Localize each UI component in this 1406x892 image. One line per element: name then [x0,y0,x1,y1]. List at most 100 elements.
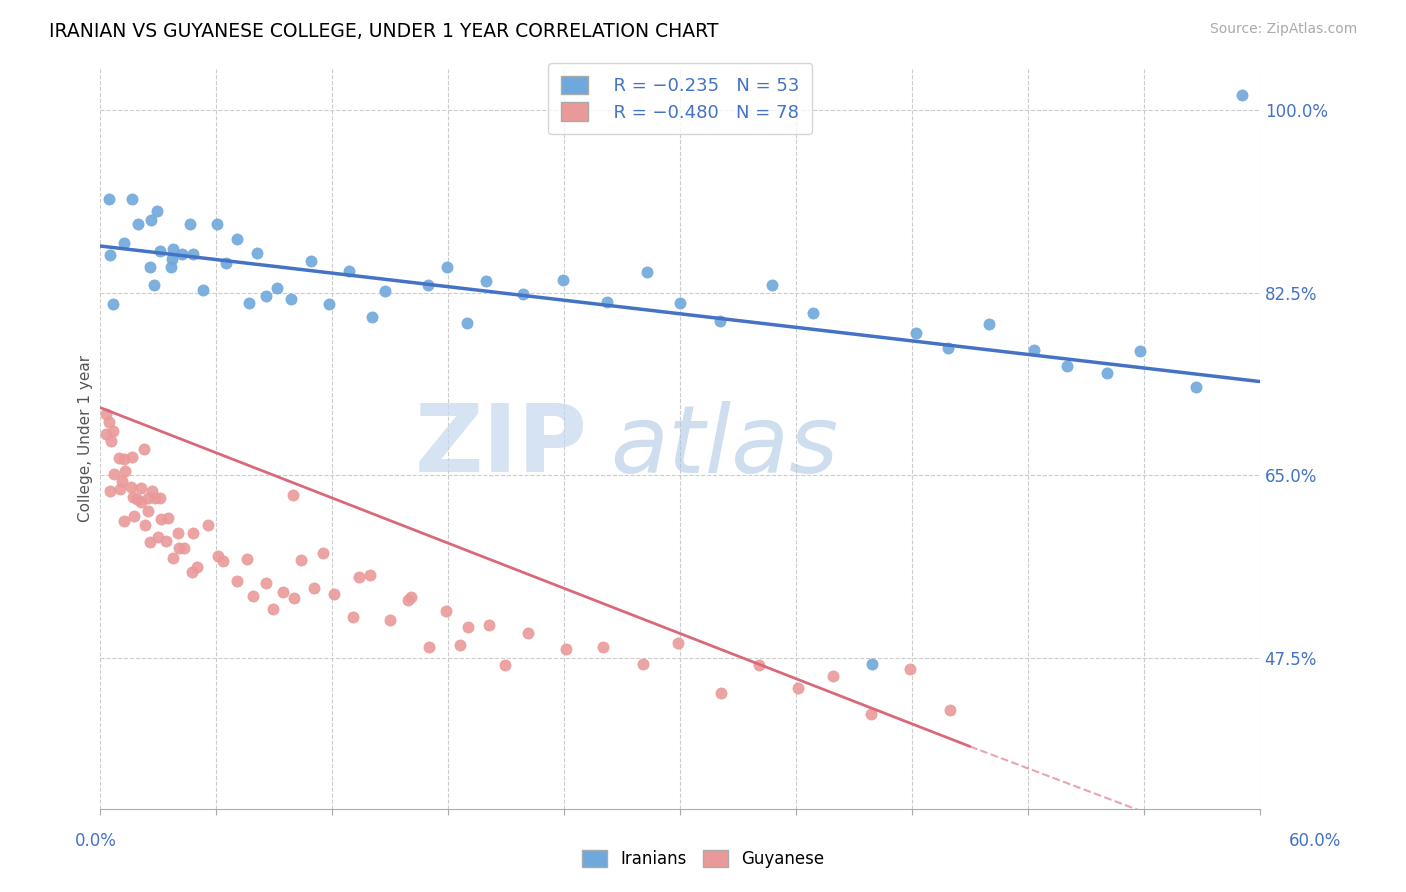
Point [449,638,471,652]
Point [457,620,479,634]
Point [98,483,121,498]
Point [323,587,346,601]
Legend: Iranians, Guyanese: Iranians, Guyanese [574,842,832,877]
Point [456,317,478,331]
Text: IRANIAN VS GUYANESE COLLEGE, UNDER 1 YEAR CORRELATION CHART: IRANIAN VS GUYANESE COLLEGE, UNDER 1 YEA… [49,22,718,41]
Point [132,442,155,457]
Point [139,534,162,549]
Point [342,610,364,624]
Point [801,306,824,320]
Point [162,551,184,566]
Point [136,504,159,518]
Point [1095,366,1118,380]
Point [127,217,149,231]
Point [494,658,516,673]
Point [112,514,135,528]
Point [478,618,501,632]
Point [710,686,733,700]
Point [898,662,921,676]
Point [101,424,124,438]
Point [120,480,142,494]
Point [669,295,692,310]
Point [262,601,284,615]
Point [167,541,190,555]
Point [416,277,439,292]
Point [1185,380,1208,394]
Point [96,427,118,442]
Point [434,604,457,618]
Point [143,491,166,505]
Point [302,581,325,595]
Y-axis label: College, Under 1 year: College, Under 1 year [79,355,93,523]
Point [318,297,340,311]
Text: 0.0%: 0.0% [75,831,117,849]
Point [246,246,269,260]
Point [125,492,148,507]
Point [181,247,204,261]
Point [122,508,145,523]
Point [787,681,810,695]
Point [157,510,180,524]
Point [98,415,121,429]
Point [148,530,170,544]
Point [112,451,135,466]
Point [281,488,304,502]
Point [516,626,538,640]
Point [131,481,153,495]
Point [138,491,160,506]
Legend:   R = −0.235   N = 53,   R = −0.480   N = 78: R = −0.235 N = 53, R = −0.480 N = 78 [548,63,813,134]
Point [378,613,401,627]
Point [179,217,201,231]
Point [860,657,883,671]
Point [631,657,654,672]
Point [197,517,219,532]
Point [236,551,259,566]
Point [554,641,576,656]
Point [859,707,882,722]
Point [159,260,181,274]
Point [150,512,173,526]
Point [266,281,288,295]
Point [436,260,458,274]
Point [94,407,117,421]
Point [475,274,498,288]
Point [143,278,166,293]
Point [761,277,783,292]
Point [666,636,689,650]
Point [166,526,188,541]
Point [821,669,844,683]
Point [374,284,396,298]
Point [107,451,129,466]
Point [242,589,264,603]
Point [636,265,658,279]
Point [100,434,122,448]
Point [121,192,143,206]
Point [98,248,121,262]
Text: Source: ZipAtlas.com: Source: ZipAtlas.com [1209,22,1357,37]
Text: 60.0%: 60.0% [1288,831,1341,849]
Point [396,593,419,607]
Point [101,297,124,311]
Point [337,264,360,278]
Point [139,260,162,274]
Point [146,203,169,218]
Point [1056,359,1078,373]
Point [1230,87,1253,102]
Point [134,518,156,533]
Point [1128,344,1150,359]
Point [112,236,135,251]
Point [347,569,370,583]
Text: ZIP: ZIP [415,401,588,492]
Point [183,526,205,541]
Point [191,283,214,297]
Point [418,640,440,655]
Point [225,574,247,588]
Point [283,591,305,606]
Point [121,450,143,465]
Point [254,576,277,591]
Point [361,310,384,325]
Point [155,533,177,548]
Point [936,341,959,355]
Point [205,217,228,231]
Point [596,295,619,310]
